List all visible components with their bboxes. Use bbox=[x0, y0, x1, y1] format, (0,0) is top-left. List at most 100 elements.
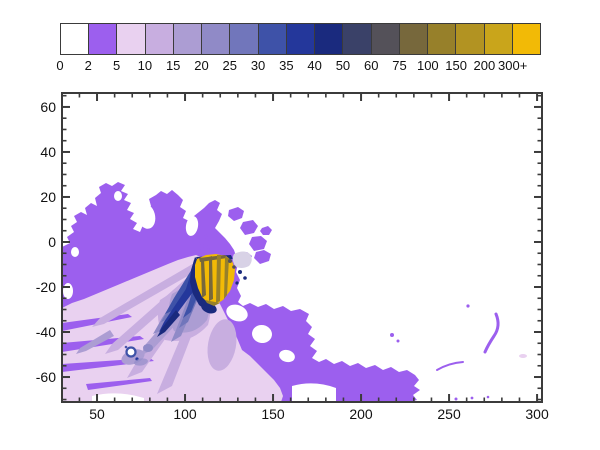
y-tick-label: 60 bbox=[40, 99, 56, 115]
white-hole bbox=[136, 203, 156, 229]
secondary-dot bbox=[124, 345, 128, 349]
colorbar-cell bbox=[89, 24, 118, 54]
pale-speck bbox=[552, 388, 564, 392]
gray-speck bbox=[228, 259, 232, 263]
white-hole bbox=[226, 304, 248, 322]
violet-speck bbox=[396, 339, 400, 343]
axes-frame bbox=[61, 92, 543, 403]
violet-speck bbox=[454, 397, 458, 401]
colorbar-label: 50 bbox=[335, 58, 351, 73]
violet-wisp bbox=[436, 361, 464, 371]
blob-10-15 bbox=[207, 319, 237, 371]
jet-30-35 bbox=[165, 264, 198, 314]
violet-streamer bbox=[204, 234, 210, 258]
streak-15-20 bbox=[76, 330, 114, 354]
violet-speck bbox=[466, 304, 470, 308]
x-tick-label: 250 bbox=[437, 406, 461, 422]
violet-speck bbox=[390, 333, 394, 337]
y-tick-label: 40 bbox=[40, 144, 56, 160]
navy-streak bbox=[157, 310, 180, 337]
white-hole bbox=[252, 324, 272, 344]
white-hole bbox=[185, 216, 199, 236]
olive-streak bbox=[209, 256, 213, 301]
streak-10-15 bbox=[92, 262, 198, 327]
colorbar-cell bbox=[286, 24, 316, 54]
gray-speck bbox=[232, 265, 236, 269]
jet-20-25 bbox=[143, 344, 153, 352]
colorbar-cell bbox=[371, 24, 400, 54]
colorbar-label: 150 bbox=[445, 58, 467, 73]
white-bottom-gap bbox=[292, 383, 336, 402]
colorbar-label: 15 bbox=[165, 58, 181, 73]
axis-tick-labels: 50 100 150 200 250 300 -60 -40 -20 0 20 40 60 bbox=[36, 99, 549, 422]
darkgold-streak bbox=[205, 300, 220, 306]
colorbar-cell bbox=[173, 24, 203, 54]
violet-speck bbox=[486, 395, 490, 399]
colorbar-label: 35 bbox=[279, 58, 294, 73]
violet-arc-filament bbox=[483, 312, 500, 354]
white-bottom-gap bbox=[92, 393, 144, 402]
colorbar-label: 60 bbox=[364, 58, 379, 73]
colorbar-label: 0 bbox=[56, 58, 64, 73]
colorbar-label: 300+ bbox=[498, 58, 528, 73]
colorbar-label: 30 bbox=[250, 58, 266, 73]
violet-fragment bbox=[249, 236, 267, 251]
white-hole bbox=[63, 283, 73, 299]
colorbar-cell bbox=[315, 24, 344, 54]
colorbar-cell bbox=[512, 24, 540, 54]
x-tick-label: 50 bbox=[89, 406, 105, 422]
white-hole bbox=[71, 247, 79, 257]
violet-speck bbox=[470, 396, 474, 400]
darkgold-streak bbox=[216, 255, 221, 303]
colorbar-label: 10 bbox=[137, 58, 153, 73]
white-hole bbox=[279, 349, 295, 363]
violet-fragment bbox=[254, 250, 271, 264]
colorbar-cell bbox=[258, 24, 287, 54]
y-tick-label: 0 bbox=[48, 234, 56, 250]
x-tick-label: 200 bbox=[349, 406, 373, 422]
colorbar-label: 5 bbox=[112, 58, 121, 73]
violet-streamer bbox=[194, 229, 204, 257]
darkgold-streak bbox=[224, 257, 229, 299]
violet-fragment bbox=[260, 226, 272, 235]
colorbar-label: 25 bbox=[222, 58, 237, 73]
navy-speck bbox=[243, 276, 247, 280]
colorbar-cell bbox=[117, 24, 146, 54]
contour-plume bbox=[62, 182, 564, 402]
y-tick-label: -20 bbox=[36, 279, 56, 295]
violet-fragment bbox=[240, 220, 258, 235]
colorbar-cell bbox=[428, 24, 457, 54]
colorbar-label: 40 bbox=[307, 58, 322, 73]
olive-streak bbox=[201, 259, 206, 298]
colorbar-cell bbox=[456, 24, 485, 54]
white-hole bbox=[114, 191, 122, 201]
navy-speck bbox=[235, 281, 239, 285]
colorbar-cell bbox=[145, 24, 174, 54]
violet-fragment bbox=[228, 207, 244, 221]
x-tick-label: 100 bbox=[173, 406, 197, 422]
colorbar-cell bbox=[399, 24, 429, 54]
colorbar bbox=[60, 23, 541, 55]
y-tick-label: -40 bbox=[36, 324, 56, 340]
pale-patch-right-of-core bbox=[232, 251, 252, 268]
colorbar-label: 2 bbox=[84, 58, 92, 73]
navy-speck bbox=[238, 270, 242, 274]
colorbar-cell bbox=[484, 24, 513, 54]
pale-speck bbox=[519, 354, 527, 358]
x-tick-label: 300 bbox=[525, 406, 549, 422]
axis-ticks bbox=[62, 93, 542, 402]
colorbar-label: 100 bbox=[416, 58, 439, 73]
secondary-smudge bbox=[134, 358, 148, 366]
colorbar-label: 75 bbox=[392, 58, 407, 73]
violet-sliver bbox=[86, 378, 152, 390]
y-tick-label: 20 bbox=[40, 189, 56, 205]
x-tick-label: 150 bbox=[261, 406, 285, 422]
jet-35-40 bbox=[159, 280, 196, 332]
colorbar-label: 200 bbox=[473, 58, 496, 73]
colorbar-cell bbox=[61, 24, 90, 54]
colorbar-label: 20 bbox=[194, 58, 209, 73]
y-tick-label: -60 bbox=[36, 369, 56, 385]
colorbar-cell bbox=[202, 24, 231, 54]
